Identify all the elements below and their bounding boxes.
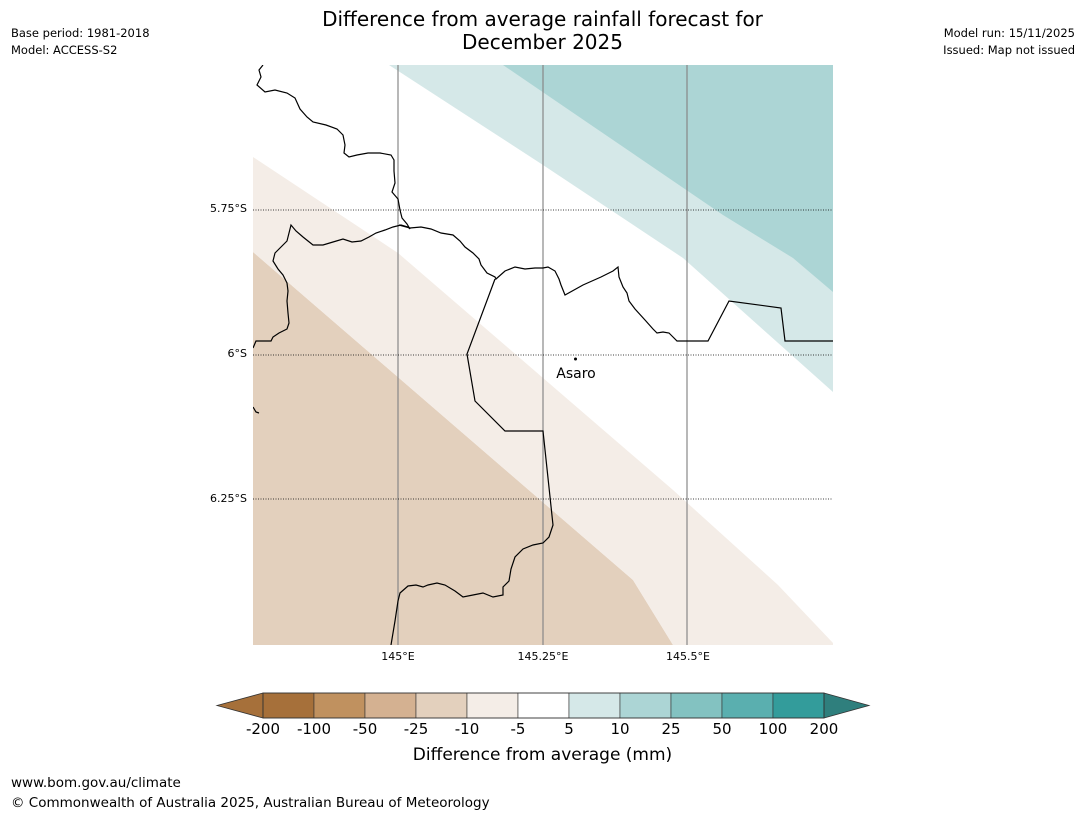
district-boundary <box>390 278 554 645</box>
province-boundary-east <box>398 224 833 342</box>
colorbar-tick-label: -10 <box>454 720 480 738</box>
colorbar-segment-6 <box>568 692 621 719</box>
colorbar-outline <box>262 692 825 719</box>
coast-fragment-west <box>253 406 260 414</box>
colorbar-tick-label: 50 <box>712 720 732 738</box>
colorbar-segment-2 <box>364 692 417 719</box>
colorbar-segment-3 <box>415 692 468 719</box>
asaro-label: Asaro <box>556 366 595 382</box>
colorbar-segment-1 <box>313 692 366 719</box>
footer-url[interactable]: www.bom.gov.au/climate <box>11 775 181 791</box>
colorbar-tick-label: -25 <box>403 720 429 738</box>
colorbar-tick-label: -100 <box>296 720 332 738</box>
colorbar-tick-label: 200 <box>809 720 839 738</box>
footer-copyright: © Commonwealth of Australia 2025, Austra… <box>11 795 490 811</box>
colorbar <box>215 692 871 719</box>
colorbar-segment-5 <box>517 692 570 719</box>
lat-label-6s: 6°S <box>227 347 247 360</box>
colorbar-extend-low <box>215 692 264 719</box>
meta-right: Model run: 15/11/2025 Issued: Map not is… <box>943 25 1075 59</box>
lon-label-145e: 145°E <box>381 650 415 663</box>
map-title-line2: December 2025 <box>462 30 623 54</box>
model-run-text: Model run: 15/11/2025 <box>943 26 1075 40</box>
colorbar-tick-label: 100 <box>758 720 788 738</box>
colorbar-segment-8 <box>670 692 723 719</box>
zone-10-25 <box>503 65 833 292</box>
colorbar-segment-4 <box>466 692 519 719</box>
colorbar-tick-label: -50 <box>352 720 378 738</box>
colorbar-tick-label: 25 <box>661 720 681 738</box>
colorbar-segment-9 <box>721 692 774 719</box>
base-period-text: Base period: 1981-2018 <box>11 26 150 40</box>
colorbar-title: Difference from average (mm) <box>412 745 673 765</box>
model-text: Model: ACCESS-S2 <box>11 43 118 57</box>
asaro-marker <box>574 357 577 361</box>
lon-label-145-25e: 145.25°E <box>517 650 569 663</box>
colorbar-tick-label: -200 <box>245 720 281 738</box>
map-title-line1: Difference from average rainfall forecas… <box>322 7 763 31</box>
rainfall-map: Asaro <box>253 65 833 645</box>
lat-label-6-25s: 6.25°S <box>210 492 247 505</box>
colorbar-segment-0 <box>262 692 315 719</box>
colorbar-segments <box>262 692 825 719</box>
lon-label-145-5e: 145.5°E <box>666 650 710 663</box>
colorbar-segment-7 <box>619 692 672 719</box>
map-title: Difference from average rainfall forecas… <box>0 8 1085 54</box>
colorbar-tick-label: 10 <box>610 720 630 738</box>
lat-label-5-75s: 5.75°S <box>210 202 247 215</box>
issued-text: Issued: Map not issued <box>943 43 1075 57</box>
colorbar-tick-label: 5 <box>564 720 574 738</box>
colorbar-segment-10 <box>772 692 825 719</box>
colorbar-extend-high <box>823 692 871 719</box>
meta-left: Base period: 1981-2018 Model: ACCESS-S2 <box>11 25 150 59</box>
colorbar-tick-label: -5 <box>510 720 526 738</box>
zone-minus25-minus10 <box>253 252 673 645</box>
